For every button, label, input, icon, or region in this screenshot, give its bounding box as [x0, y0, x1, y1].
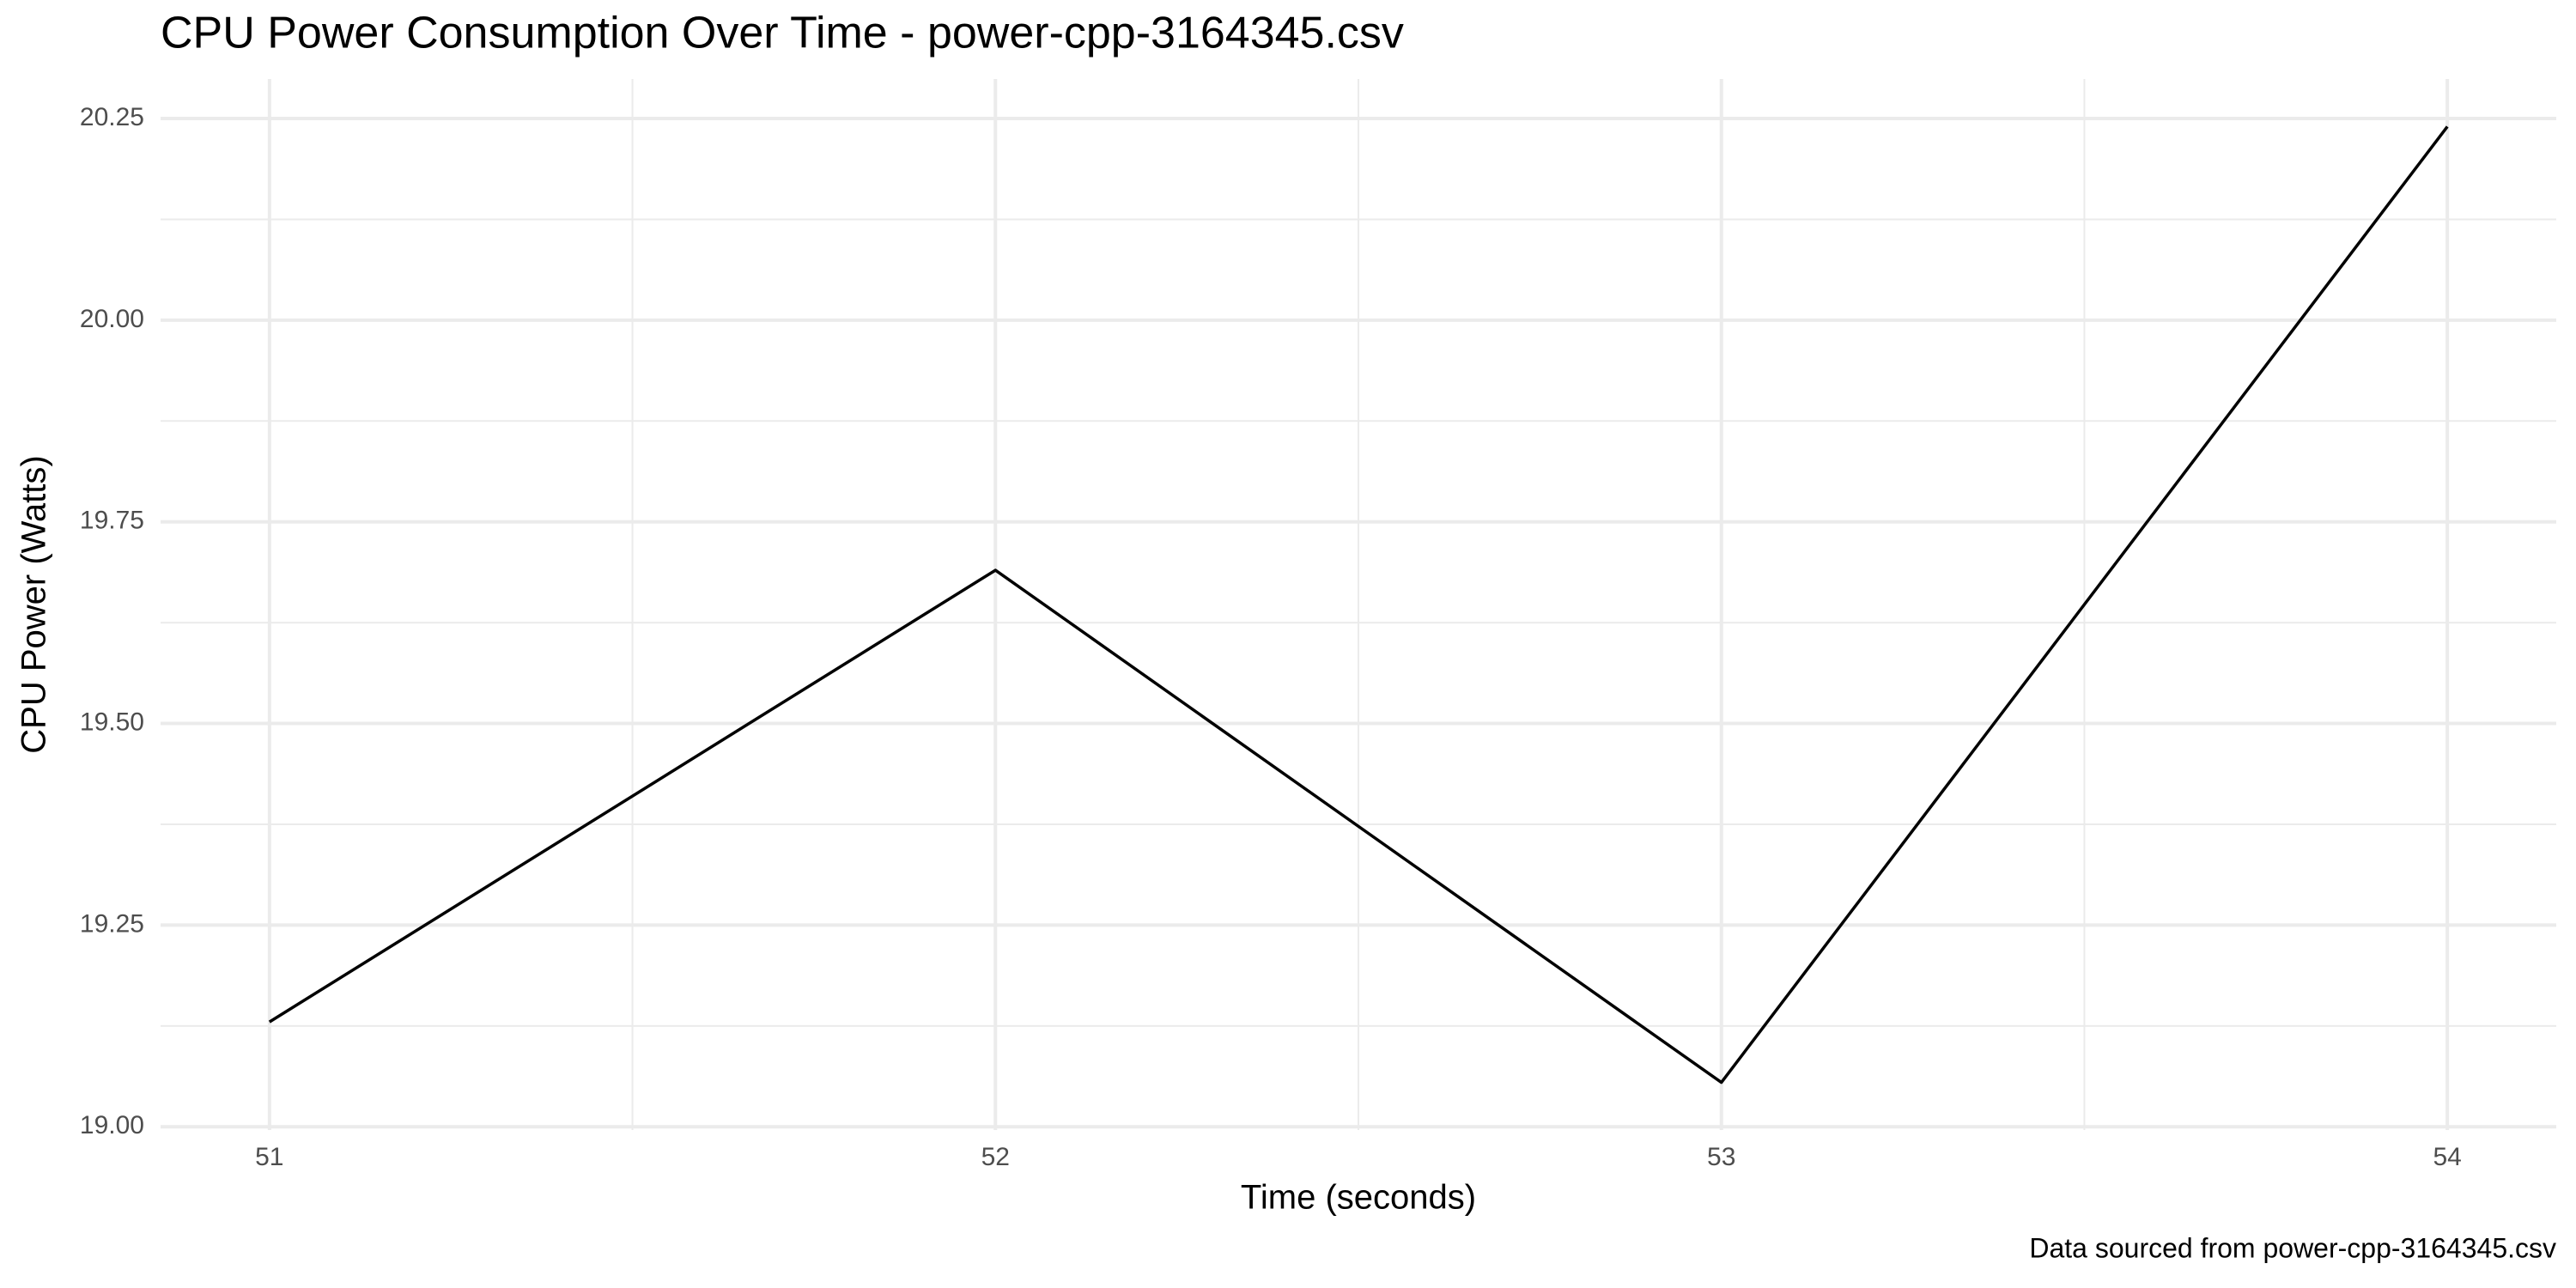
x-axis-title: Time (seconds) — [1241, 1179, 1476, 1217]
y-tick-label: 19.75 — [80, 507, 144, 535]
y-tick-label: 20.25 — [80, 103, 144, 131]
y-tick-label: 20.00 — [80, 305, 144, 333]
y-tick-label: 19.00 — [80, 1111, 144, 1139]
x-tick-label: 51 — [255, 1143, 283, 1171]
chart-title: CPU Power Consumption Over Time - power-… — [161, 9, 1404, 58]
x-tick-label: 52 — [981, 1143, 1010, 1171]
y-tick-label: 19.25 — [80, 909, 144, 938]
data-line — [268, 125, 2449, 1084]
x-tick-label: 54 — [2433, 1143, 2461, 1171]
caption: Data sourced from power-cpp-3164345.csv — [2029, 1232, 2556, 1263]
y-axis-title: CPU Power (Watts) — [15, 455, 53, 753]
x-tick-label: 53 — [1707, 1143, 1735, 1171]
y-tick-label: 19.50 — [80, 708, 144, 736]
